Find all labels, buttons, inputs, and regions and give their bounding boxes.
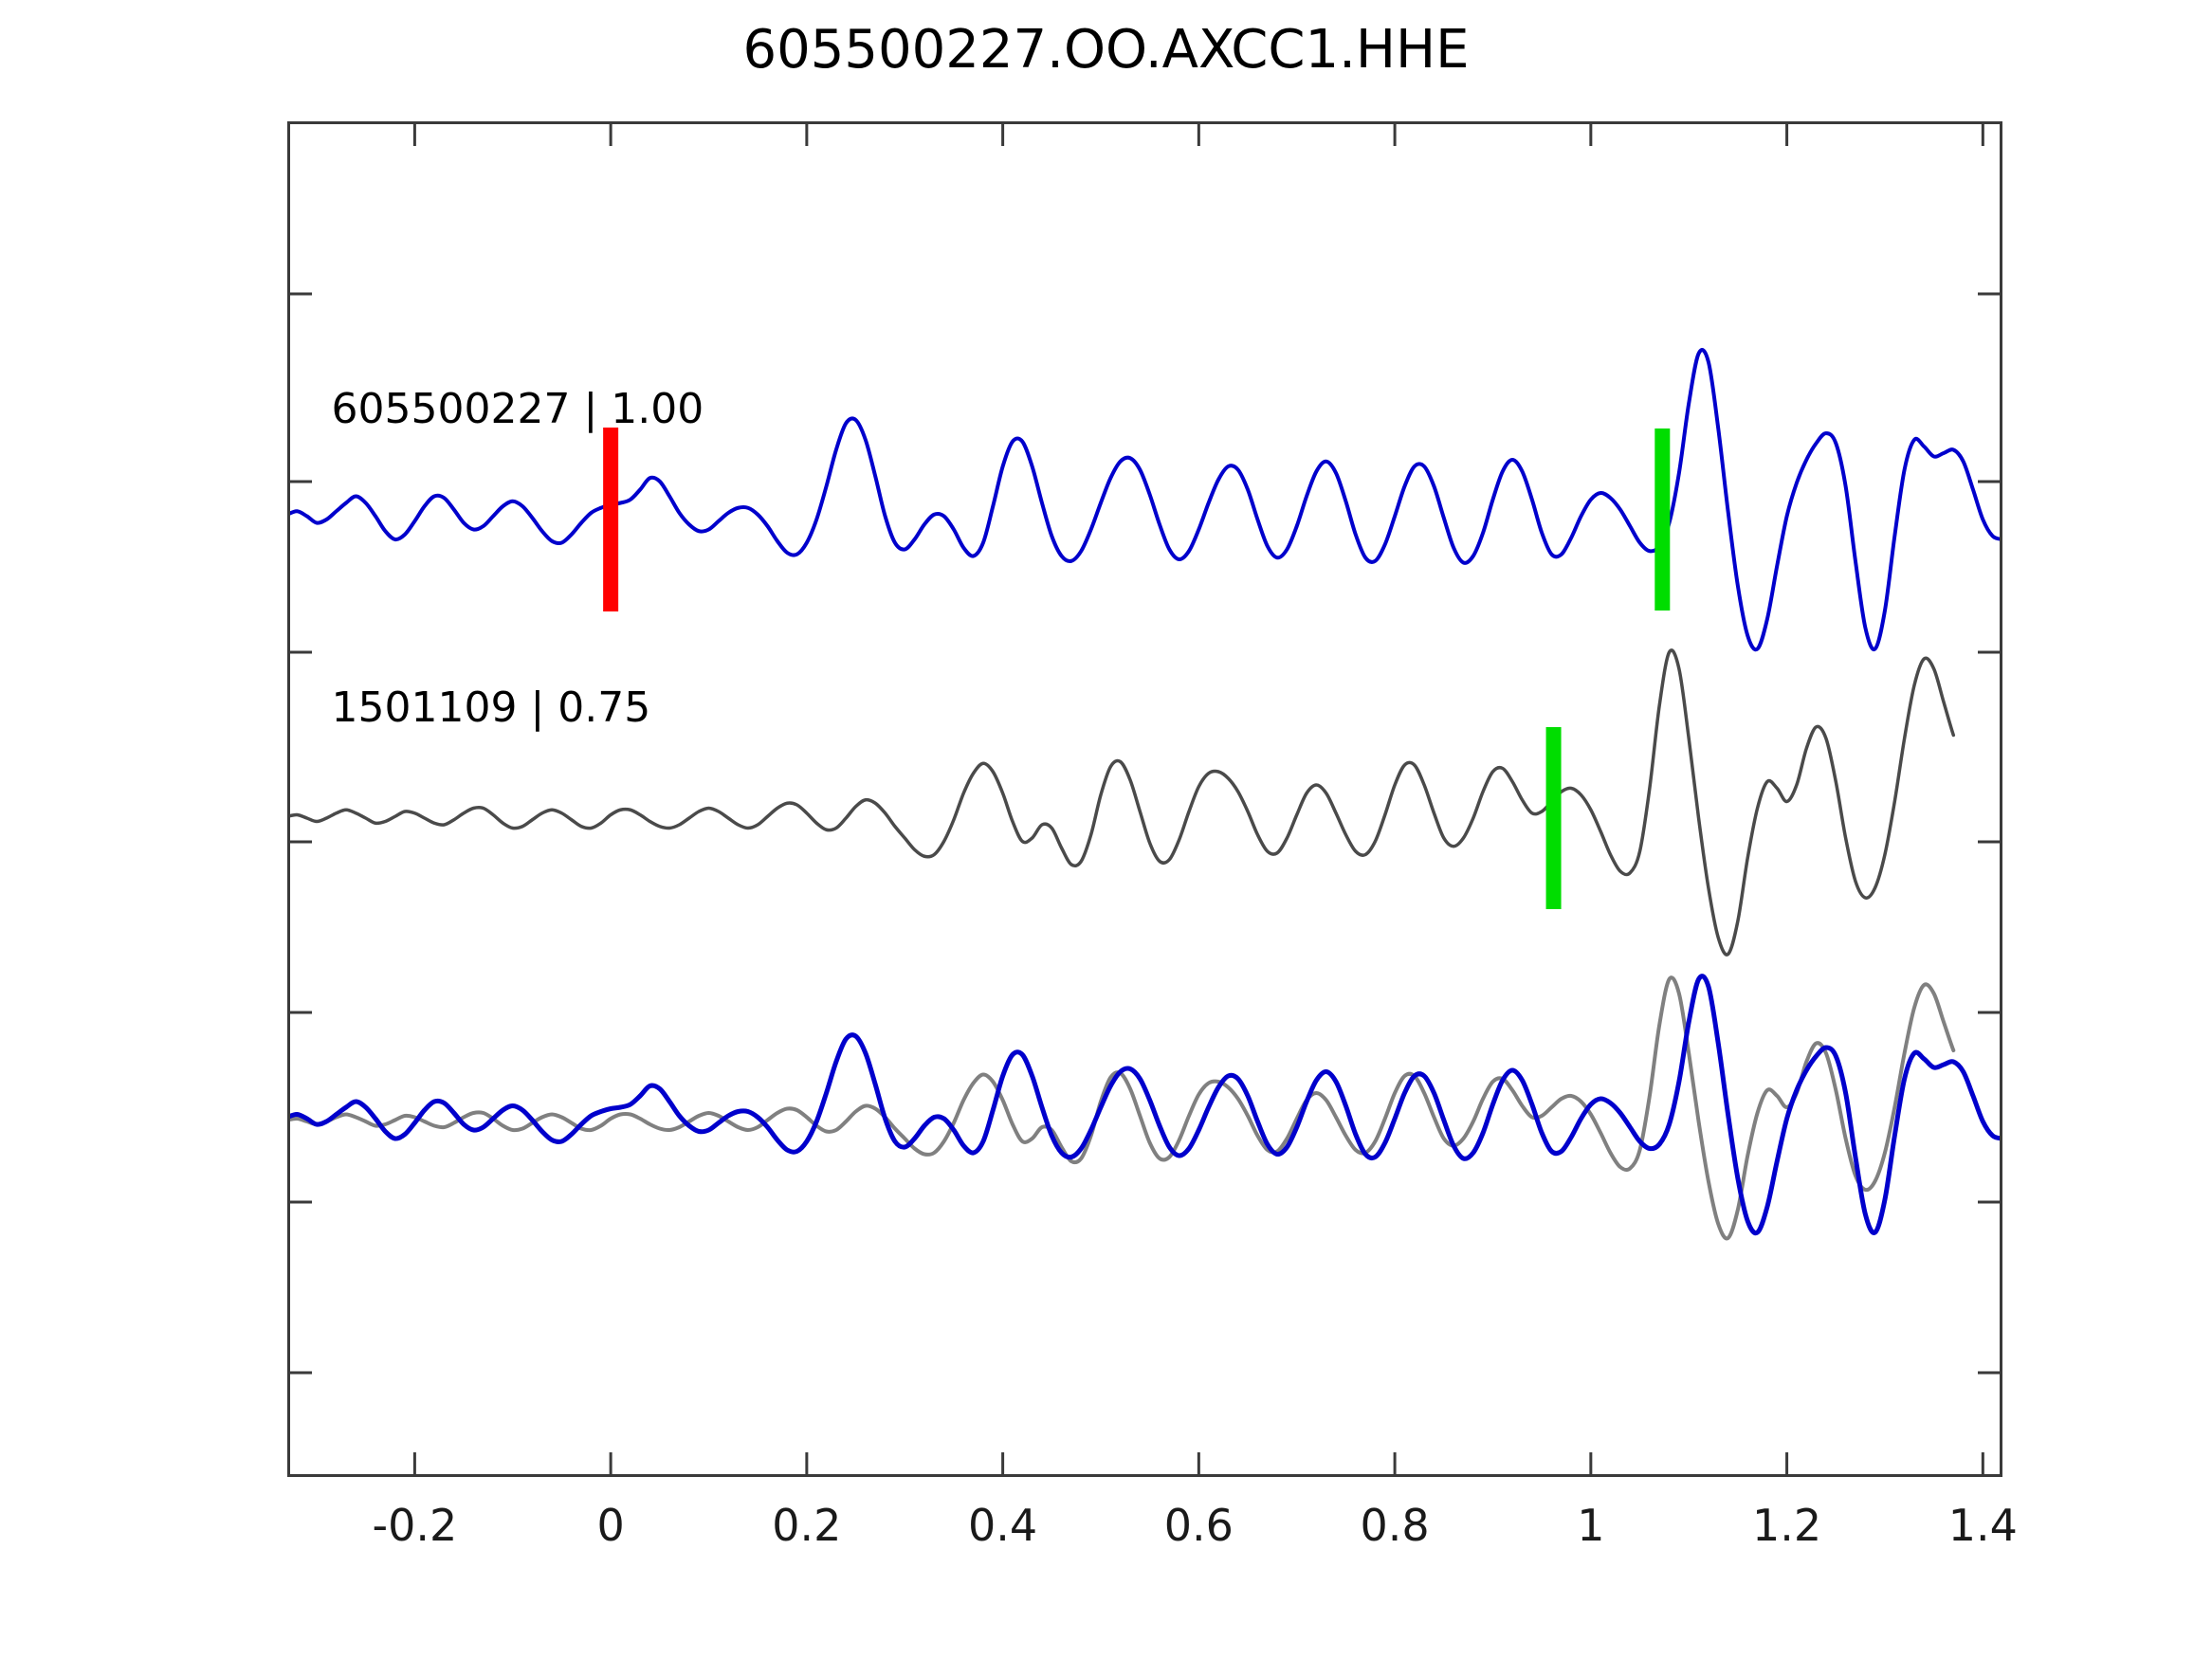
trace-template-line — [287, 348, 2002, 652]
trace-detection-line — [287, 648, 1956, 957]
waveform-canvas — [287, 121, 2002, 1477]
x-tick-label: 0.8 — [1360, 1500, 1430, 1551]
x-tick-label: 0.2 — [772, 1500, 842, 1551]
x-tick-label: 1.4 — [1947, 1500, 2018, 1551]
trace-1-label: 605500227 | 1.00 — [331, 385, 704, 433]
traces-group — [287, 348, 2002, 1241]
x-tick-label: 1.2 — [1752, 1500, 1822, 1551]
trace-2-label: 1501109 | 0.75 — [331, 684, 651, 732]
x-tick-label: -0.2 — [372, 1500, 458, 1551]
x-tick-label: 1 — [1577, 1500, 1605, 1551]
red-pick-marker — [603, 428, 619, 611]
x-tick-label: 0.4 — [968, 1500, 1038, 1551]
page-title: 605500227.OO.AXCC1.HHE — [742, 19, 1470, 81]
overlay-template-line — [287, 974, 2002, 1236]
pick-markers-group — [603, 428, 1671, 909]
x-ticks-group — [412, 121, 1984, 1477]
x-tick-label: 0.6 — [1163, 1500, 1234, 1551]
plot-axes — [287, 121, 2002, 1477]
x-tick-label: 0 — [596, 1500, 625, 1551]
y-ticks-group — [287, 292, 2002, 1375]
green-pick-marker-detection — [1545, 727, 1562, 909]
green-pick-marker-template — [1654, 428, 1671, 611]
overlay-detection-line — [287, 975, 1956, 1241]
